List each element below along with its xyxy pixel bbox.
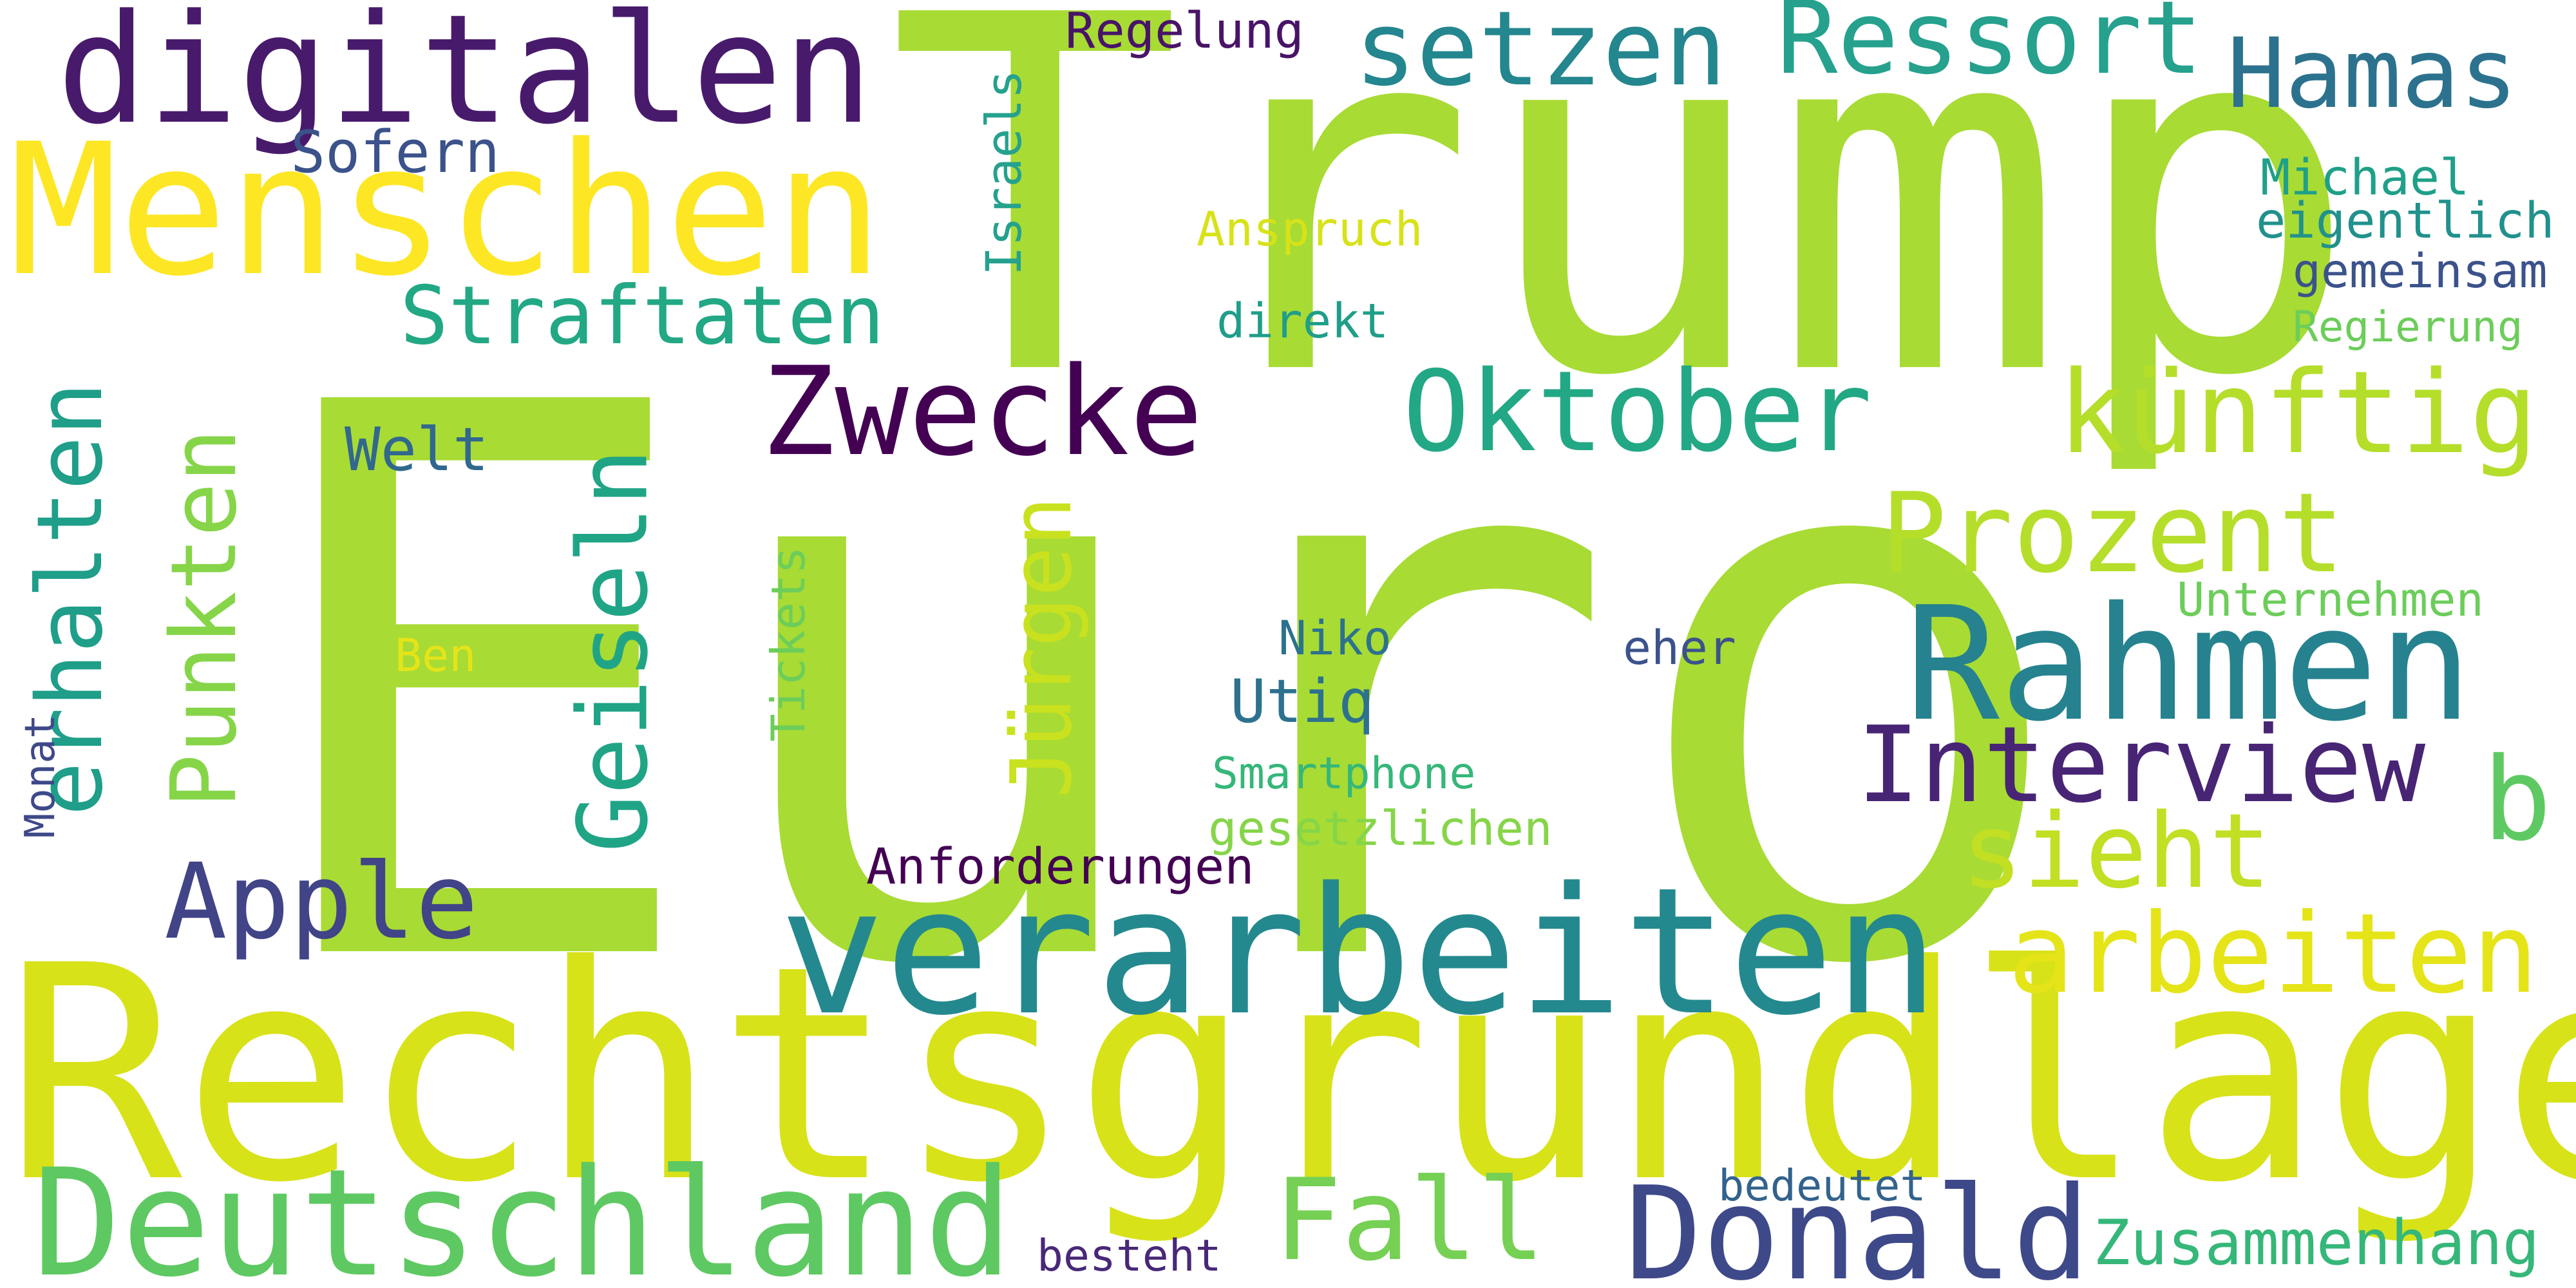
word-anforderungen: Anforderungen (866, 838, 1255, 896)
word-apple: Apple (164, 842, 478, 963)
word-regierung: Regierung (2293, 302, 2523, 352)
word-smartphone: Smartphone (1212, 748, 1476, 799)
word-anspruch: Anspruch (1197, 202, 1423, 257)
word-rechtsgrundlage: Rechtsgrundlage (4, 903, 2576, 1247)
word-kuenftig: künftig (2058, 346, 2538, 479)
word-monat: Monat (17, 714, 64, 838)
word-prozent: Prozent (1880, 469, 2345, 598)
word-niko: Niko (1278, 611, 1392, 666)
word-direkt: direkt (1217, 294, 1389, 349)
word-interview: Interview (1857, 705, 2426, 826)
word-digitalen: digitalen (57, 0, 873, 158)
word-ben: Ben (395, 629, 477, 682)
word-ressort: Ressort (1777, 0, 2203, 97)
word-verarbeiten: verarbeiten (779, 851, 1940, 1054)
word-straftaten: Straftaten (400, 269, 885, 363)
word-arbeiten: arbeiten (2008, 890, 2539, 1018)
word-juergen: Jürgen (992, 496, 1090, 799)
word-geiseln: Geiseln (558, 448, 670, 853)
word-trump: Trump (887, 0, 2361, 483)
word-euro: Euro (248, 247, 2078, 1131)
word-eher: eher (1623, 621, 1736, 676)
word-unternehmen: Unternehmen (2177, 573, 2484, 627)
word-utiq: Utiq (1230, 667, 1374, 736)
word-oktober: Oktober (1403, 346, 1873, 477)
word-israels: Israels (975, 69, 1032, 276)
word-eigentlich: eigentlich (2256, 193, 2555, 250)
word-b: b (2483, 733, 2552, 866)
word-sieht: sieht (1961, 791, 2271, 911)
word-welt: Welt (345, 415, 489, 484)
word-gesetzlichen: gesetzlichen (1208, 801, 1553, 857)
word-rahmen: Rahmen (1905, 573, 2473, 756)
word-gemeinsam: gemeinsam (2293, 244, 2548, 299)
word-michael: Michael (2260, 149, 2470, 207)
word-setzen: setzen (1354, 0, 1727, 109)
word-zusammenhang: Zusammenhang (2093, 1207, 2540, 1279)
word-hamas: Hamas (2227, 18, 2518, 130)
word-fall: Fall (1274, 1155, 1546, 1286)
word-besteht: besteht (1037, 1231, 1222, 1282)
word-menschen: Menschen (9, 104, 884, 316)
word-deutschland: Deutschland (32, 1138, 1014, 1288)
word-regelung: Regelung (1065, 3, 1304, 60)
word-donald: Donald (1625, 1159, 2090, 1288)
word-punkten: Punkten (152, 428, 257, 809)
word-tickets: Tickets (761, 546, 815, 742)
word-bedeutet: bedeutet (1718, 1160, 1926, 1211)
word-zwecke: Zwecke (761, 341, 1204, 483)
word-sofern: Sofern (290, 118, 500, 186)
